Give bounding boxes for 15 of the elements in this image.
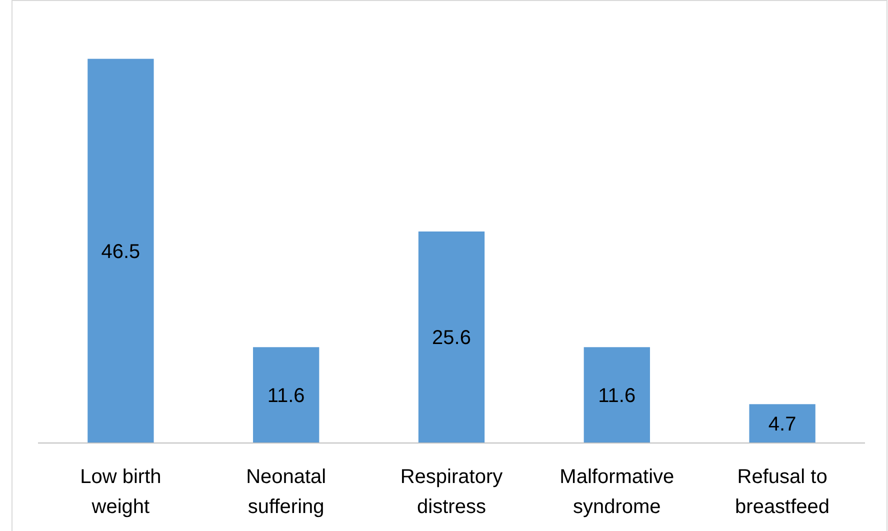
x-tick-label: Respiratory distress [400,466,503,518]
bar [749,404,816,443]
bar [253,347,320,443]
x-tick-label: Neonatal suffering [246,466,326,518]
bar [88,58,154,443]
bar [418,231,485,443]
x-tick-label: Refusal to breastfeed [735,466,830,518]
x-tick-label: Low birth weight [80,466,162,518]
data-label: 25.6 [432,327,471,350]
x-tick-label: Malformative syndrome [560,466,674,518]
data-label: 11.6 [267,385,305,408]
data-label: 4.7 [768,414,796,436]
data-label: 46.5 [101,240,140,263]
bar [584,347,650,443]
data-label: 11.6 [598,385,636,408]
